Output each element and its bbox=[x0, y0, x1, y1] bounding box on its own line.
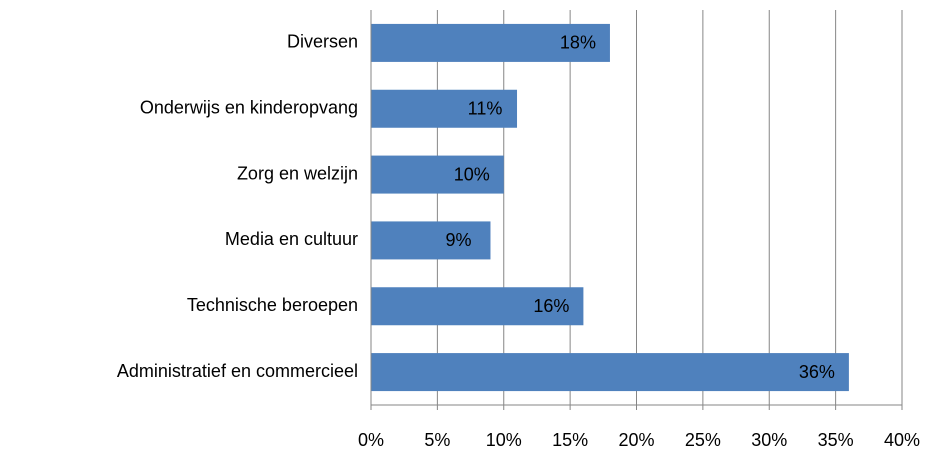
data-label: 9% bbox=[445, 230, 471, 250]
bar bbox=[371, 221, 491, 260]
data-label: 16% bbox=[533, 296, 569, 316]
y-tick-label: Zorg en welzijn bbox=[237, 163, 358, 183]
bar bbox=[371, 89, 518, 128]
x-tick-label: 20% bbox=[618, 430, 654, 450]
y-tick-label: Onderwijs en kinderopvang bbox=[140, 98, 358, 118]
bar bbox=[371, 155, 504, 194]
data-label: 18% bbox=[560, 33, 596, 53]
x-tick-label: 25% bbox=[685, 430, 721, 450]
bar bbox=[371, 287, 584, 326]
x-tick-label: 15% bbox=[552, 430, 588, 450]
bar bbox=[371, 23, 610, 62]
x-tick-label: 5% bbox=[424, 430, 450, 450]
x-tick-label: 10% bbox=[486, 430, 522, 450]
y-tick-label: Diversen bbox=[287, 32, 358, 52]
x-tick-label: 35% bbox=[818, 430, 854, 450]
x-tick-label: 40% bbox=[884, 430, 920, 450]
y-tick-label: Administratief en commercieel bbox=[117, 361, 358, 381]
y-tick-label: Technische beroepen bbox=[187, 295, 358, 315]
x-tick-label: 0% bbox=[358, 430, 384, 450]
data-label: 11% bbox=[468, 99, 503, 119]
data-label: 10% bbox=[454, 164, 490, 184]
bar bbox=[371, 353, 849, 392]
x-tick-label: 30% bbox=[751, 430, 787, 450]
data-label: 36% bbox=[799, 362, 835, 382]
y-tick-label: Media en cultuur bbox=[225, 229, 358, 249]
